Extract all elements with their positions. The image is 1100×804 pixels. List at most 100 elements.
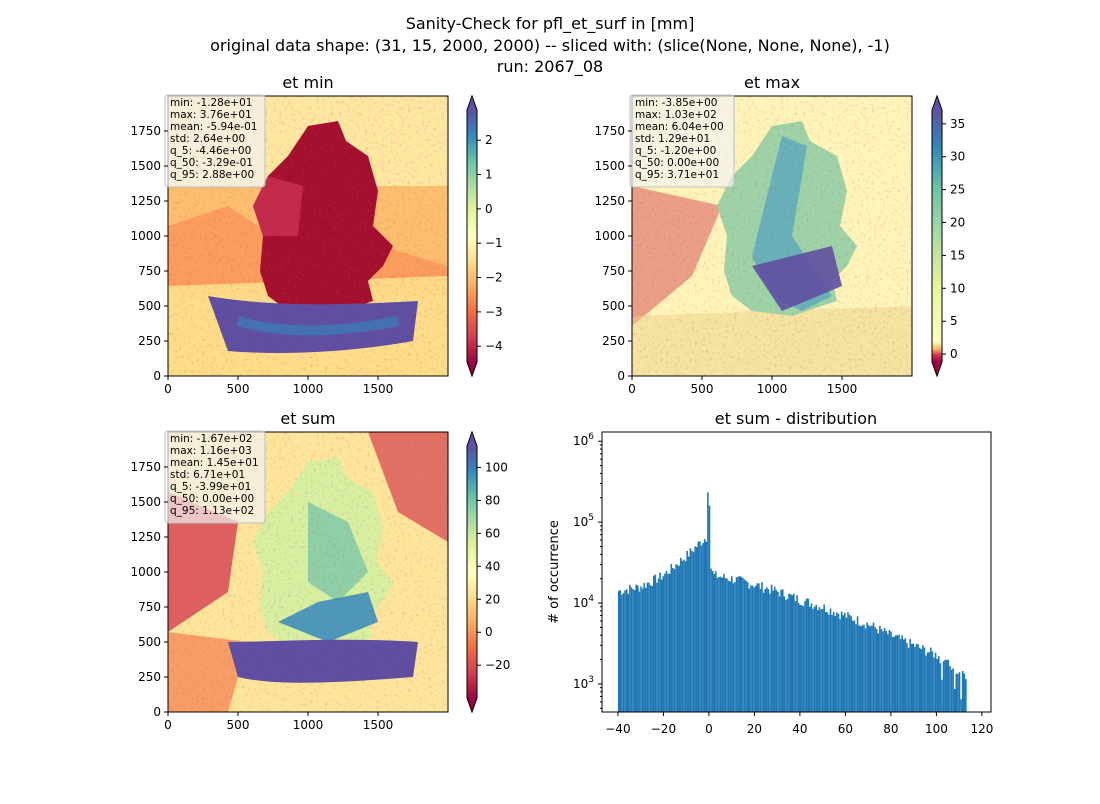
histogram-bar <box>802 606 805 712</box>
histogram-bar <box>848 614 851 712</box>
colorbar-tick-label: 15 <box>950 248 965 262</box>
x-tick-label: 0 <box>705 722 713 736</box>
stat-line: std: 6.71e+01 <box>170 469 245 481</box>
x-tick-label: 500 <box>691 382 714 396</box>
x-tick-label: 0 <box>628 382 636 396</box>
histogram-bar <box>715 571 717 712</box>
y-axis: 0 250 500 750 1000 1250 1500 1750 <box>594 124 632 383</box>
histogram-bar <box>684 561 687 712</box>
histogram-bars <box>617 492 967 712</box>
histogram-bar <box>673 568 676 712</box>
stat-line: q_5: -3.99e+01 <box>170 481 251 493</box>
histogram-bar <box>904 638 907 712</box>
histogram-bar <box>648 582 650 712</box>
histogram-bar <box>689 548 692 712</box>
histogram-bar <box>664 573 666 712</box>
histogram-bar <box>936 658 938 712</box>
y-axis: 0 250 500 750 1000 1250 1500 1750 <box>130 124 168 383</box>
histogram-bar <box>923 647 926 712</box>
histogram-bar <box>646 582 649 712</box>
histogram-bar <box>885 631 888 712</box>
histogram-bar <box>804 600 806 712</box>
histogram-bar <box>920 649 923 712</box>
histogram-bar <box>767 589 770 712</box>
histogram-bar <box>644 587 647 712</box>
panel-et-max: et max min: -3.85e+00 max: 1.03e+02 mean… <box>594 73 965 396</box>
histogram-bar <box>691 550 693 712</box>
histogram-bar <box>839 619 841 712</box>
y-tick-label: 750 <box>602 264 625 278</box>
x-tick-label: 1000 <box>757 382 788 396</box>
stat-line: max: 1.16e+03 <box>170 445 252 457</box>
y-tick-label: 250 <box>602 334 625 348</box>
histogram-bar <box>734 582 736 712</box>
y-axis: 0 250 500 750 1000 1250 1500 1750 <box>130 460 168 719</box>
histogram-bar <box>742 577 744 712</box>
histogram-bar <box>652 575 655 712</box>
heatmap-image <box>168 96 448 376</box>
histogram-bar <box>917 644 919 712</box>
colorbar-tick-label: −2 <box>485 271 503 285</box>
histogram-bar <box>656 582 658 712</box>
histogram-bar <box>716 577 719 712</box>
histogram-bar <box>957 673 959 712</box>
histogram-bar <box>687 556 690 712</box>
histogram-bar <box>871 625 873 712</box>
histogram-bar <box>912 643 915 712</box>
histogram-bar <box>766 587 768 712</box>
panel-et-sum: et sum min: -1.67e+02 max: 1.16e+03 mean… <box>130 409 510 732</box>
histogram-bar <box>769 593 771 712</box>
histogram-bar <box>697 541 700 712</box>
y-tick-label: 106 <box>573 432 594 448</box>
x-tick-label: 80 <box>883 722 898 736</box>
histogram-bar <box>820 609 822 712</box>
histogram-bar <box>778 596 781 712</box>
stat-line: q_5: -1.20e+00 <box>635 145 716 157</box>
histogram-bar <box>729 581 731 712</box>
x-axis: 0 500 1000 1500 <box>628 376 857 396</box>
x-tick-label: 0 <box>164 382 172 396</box>
histogram-bar <box>850 616 853 712</box>
histogram-bar <box>629 584 631 712</box>
histogram-bar <box>901 635 903 712</box>
histogram-bar <box>735 577 738 712</box>
histogram-bar <box>799 605 802 712</box>
stat-line: mean: 6.04e+00 <box>635 121 724 133</box>
colorbar: −4 −3 −2 −1 0 1 2 <box>466 94 503 378</box>
panel-title: et sum - distribution <box>715 409 877 428</box>
stat-line: std: 1.29e+01 <box>635 133 710 145</box>
histogram-bar <box>960 699 962 712</box>
histogram-bar <box>662 576 665 712</box>
histogram-bar <box>925 655 927 712</box>
histogram-bar <box>643 583 645 712</box>
histogram-bar <box>805 598 808 712</box>
histogram-bar <box>667 573 669 712</box>
stat-line: q_50: -3.29e-01 <box>170 157 253 169</box>
x-axis: 0 500 1000 1500 <box>164 712 393 732</box>
histogram-bar <box>812 608 814 712</box>
y-tick-label: 1500 <box>594 159 625 173</box>
colorbar-tick-label: 2 <box>485 133 493 147</box>
histogram-bar <box>796 595 798 712</box>
histogram-bar <box>794 601 797 712</box>
histogram-bar <box>869 626 872 712</box>
histogram-bar <box>801 604 803 712</box>
histogram-bar <box>824 611 827 712</box>
y-tick-label: 250 <box>138 334 161 348</box>
histogram-bar <box>649 585 652 712</box>
histogram-bar <box>809 606 811 712</box>
y-tick-label: 500 <box>138 635 161 649</box>
x-tick-label: 60 <box>838 722 853 736</box>
histogram-bar <box>678 565 681 712</box>
y-tick-label: 0 <box>153 369 161 383</box>
histogram-bar <box>762 592 765 712</box>
histogram-bar <box>637 585 639 712</box>
histogram-bar <box>675 564 677 712</box>
histogram-bar <box>692 551 695 712</box>
histogram-bar <box>937 656 940 712</box>
stat-line: q_50: 0.00e+00 <box>635 157 719 169</box>
histogram-bar <box>676 565 679 712</box>
histogram-bar <box>680 557 682 712</box>
histogram-bar <box>617 591 620 712</box>
